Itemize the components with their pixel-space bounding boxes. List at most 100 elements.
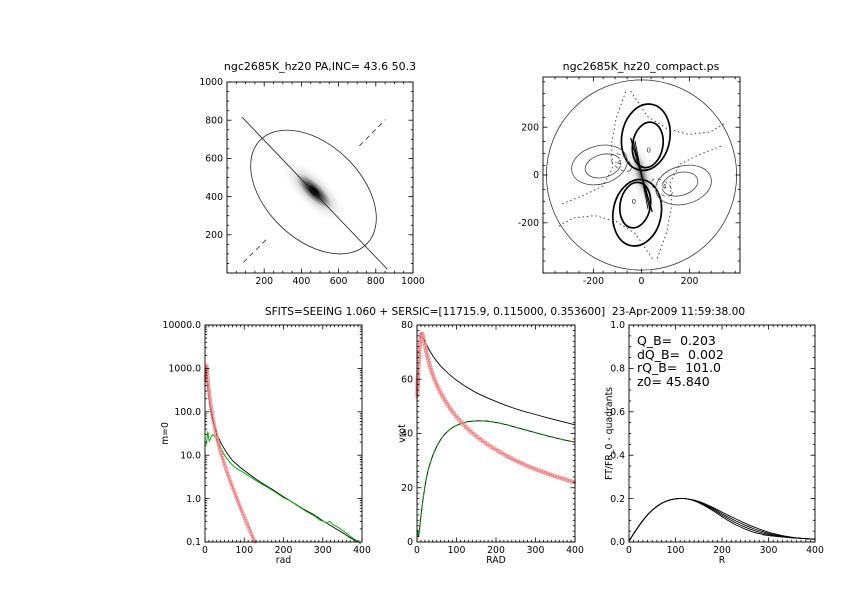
x-tick-label: 300: [527, 545, 545, 556]
series-bulge-vrot-markers: [415, 331, 576, 485]
x-tick-label: 0: [414, 545, 420, 556]
y-tick-label: 400: [205, 192, 223, 203]
series-quadrant-curve-3: [628, 497, 816, 542]
y-tick-label: 60: [401, 374, 413, 385]
y-tick-label: 80: [401, 320, 413, 331]
x-tick-label: 300: [314, 545, 332, 556]
negative-lobe-right-inner: [661, 171, 699, 197]
zero-contour-dotted: [558, 215, 653, 259]
x-tick-label: 400: [806, 545, 824, 556]
y-tick-label: -200: [518, 218, 539, 229]
fit-suptitle: SFITS=SEEING 1.060 + SERSIC=[11715.9, 0.…: [264, 306, 746, 318]
x-tick-label: 1000: [401, 276, 425, 287]
panel1-title: ngc2685K_hz20 PA,INC= 43.6 50.3: [223, 60, 417, 73]
series-bulge-profile: [205, 364, 257, 544]
y-tick-label: 0.2: [610, 494, 625, 505]
y-tick-label: 0.1: [186, 537, 201, 548]
axis-ticks: [204, 324, 363, 543]
contour-label: 0: [632, 198, 636, 206]
zero-contour-dotted: [656, 145, 721, 259]
y-tick-label: 0: [533, 170, 539, 181]
y-tick-label: 0: [407, 537, 413, 548]
minor-axis-dash: [359, 119, 386, 147]
y-axis-label: vrot: [397, 424, 408, 443]
y-tick-label: 800: [205, 115, 223, 126]
zero-contour-dotted: [562, 91, 627, 205]
series-quadrant-curve-2: [628, 497, 816, 542]
axis-box: [204, 324, 363, 543]
rqb-value: rQ_B= 101.0: [637, 360, 722, 376]
x-tick-label: 200: [681, 276, 699, 287]
x-tick-label: 200: [713, 545, 731, 556]
series-quadrant-curve-1: [628, 497, 816, 542]
panel2-title: ngc2685K_hz20_compact.ps: [562, 60, 720, 73]
axis-ticks: [226, 81, 414, 274]
y-tick-label: 1.0: [186, 494, 201, 505]
y-tick-label: 1000: [199, 77, 223, 88]
x-tick-label: 400: [353, 545, 371, 556]
fit-ellipse: [250, 129, 377, 255]
contour-label: 0: [646, 146, 650, 154]
contour-label: 4: [662, 183, 667, 191]
qb-value: Q_B= 0.203: [637, 333, 716, 348]
negative-lobe-left-inner: [584, 153, 622, 179]
axis-box: [416, 324, 576, 543]
axis-ticks: [628, 324, 816, 543]
contour-label: -4: [615, 159, 623, 167]
zero-contour-dotted: [630, 91, 725, 135]
x-tick-label: 300: [760, 545, 778, 556]
y-tick-label: 10.0: [180, 450, 201, 461]
axis-ticks: [542, 77, 740, 274]
x-axis-label: RAD: [486, 555, 506, 566]
y-tick-label: 0.0: [610, 537, 625, 548]
x-tick-label: -200: [583, 276, 604, 287]
series-total-profile: [205, 370, 359, 543]
major-axis-line: [241, 116, 388, 270]
positive-lobe-top-inner: [631, 121, 665, 169]
series-disk-vrot: [416, 420, 576, 537]
dashed-contour: [651, 178, 673, 197]
y-axis-label: m=0: [160, 422, 171, 445]
galaxy-core: [307, 184, 321, 198]
x-tick-label: 0: [626, 545, 632, 556]
x-tick-label: 200: [275, 545, 293, 556]
dqb-value: dQ_B= 0.002: [637, 346, 724, 362]
y-tick-label: 0.8: [610, 364, 625, 375]
x-tick-label: 0: [639, 276, 645, 287]
y-tick-label: 10000.0: [163, 320, 202, 331]
x-axis-label: R: [719, 555, 726, 566]
x-tick-label: 600: [330, 276, 348, 287]
z0-value: z0= 45.840: [637, 373, 710, 389]
series-bulge-profile-markers: [204, 363, 257, 544]
x-tick-label: 200: [487, 545, 505, 556]
y-tick-label: 100.0: [174, 407, 201, 418]
series-quadrant-curve-4: [628, 497, 816, 542]
y-tick-label: 0.6: [610, 407, 625, 418]
series-bulge-vrot: [417, 332, 576, 483]
y-tick-label: 600: [205, 154, 223, 165]
panel-fourier-quadrants: 0 100 200 300 400 0.0 0.2 0.4 0.6 0.8 1.0 R FT/FR_0 …: [604, 320, 824, 566]
axis-ticks: [416, 324, 576, 543]
fit-parameters: Q_B= 0.203 dQ_B= 0.002 rQ_B= 101.0 z0= 4…: [637, 334, 724, 388]
y-tick-label: 1.0: [610, 320, 625, 331]
x-tick-label: 100: [235, 545, 253, 556]
minor-axis-dash: [243, 237, 268, 263]
panel-rotation-curve: 0 100 200 300 400 0 20 40 60 80 RAD vrot: [397, 320, 584, 566]
x-tick-label: 0: [202, 545, 208, 556]
panel-galaxy-image: 200 400 600 800 1000 200 400 600 800 1000: [199, 77, 425, 287]
x-tick-label: 800: [367, 276, 385, 287]
panel-residual-contours: 0 0 4 -4 -200 0 200 -200 0 200: [518, 76, 741, 287]
panel-surface-brightness: 0 100 200 300 400 0.1 1.0 10.0 100.0 1000.0 10000.…: [160, 320, 371, 566]
y-tick-label: 200: [205, 230, 223, 241]
x-tick-label: 200: [255, 276, 273, 287]
series-total-vrot: [419, 331, 576, 426]
center-pinch: [634, 140, 649, 210]
y-tick-label: 20: [401, 483, 413, 494]
y-tick-label: 0.4: [610, 450, 625, 461]
x-tick-label: 400: [566, 545, 584, 556]
x-axis-label: rad: [276, 555, 292, 566]
y-tick-label: 40: [401, 429, 413, 440]
positive-lobe-bottom-inner: [618, 181, 652, 229]
y-axis-label: FT/FR_0 - quadrants: [604, 387, 615, 480]
